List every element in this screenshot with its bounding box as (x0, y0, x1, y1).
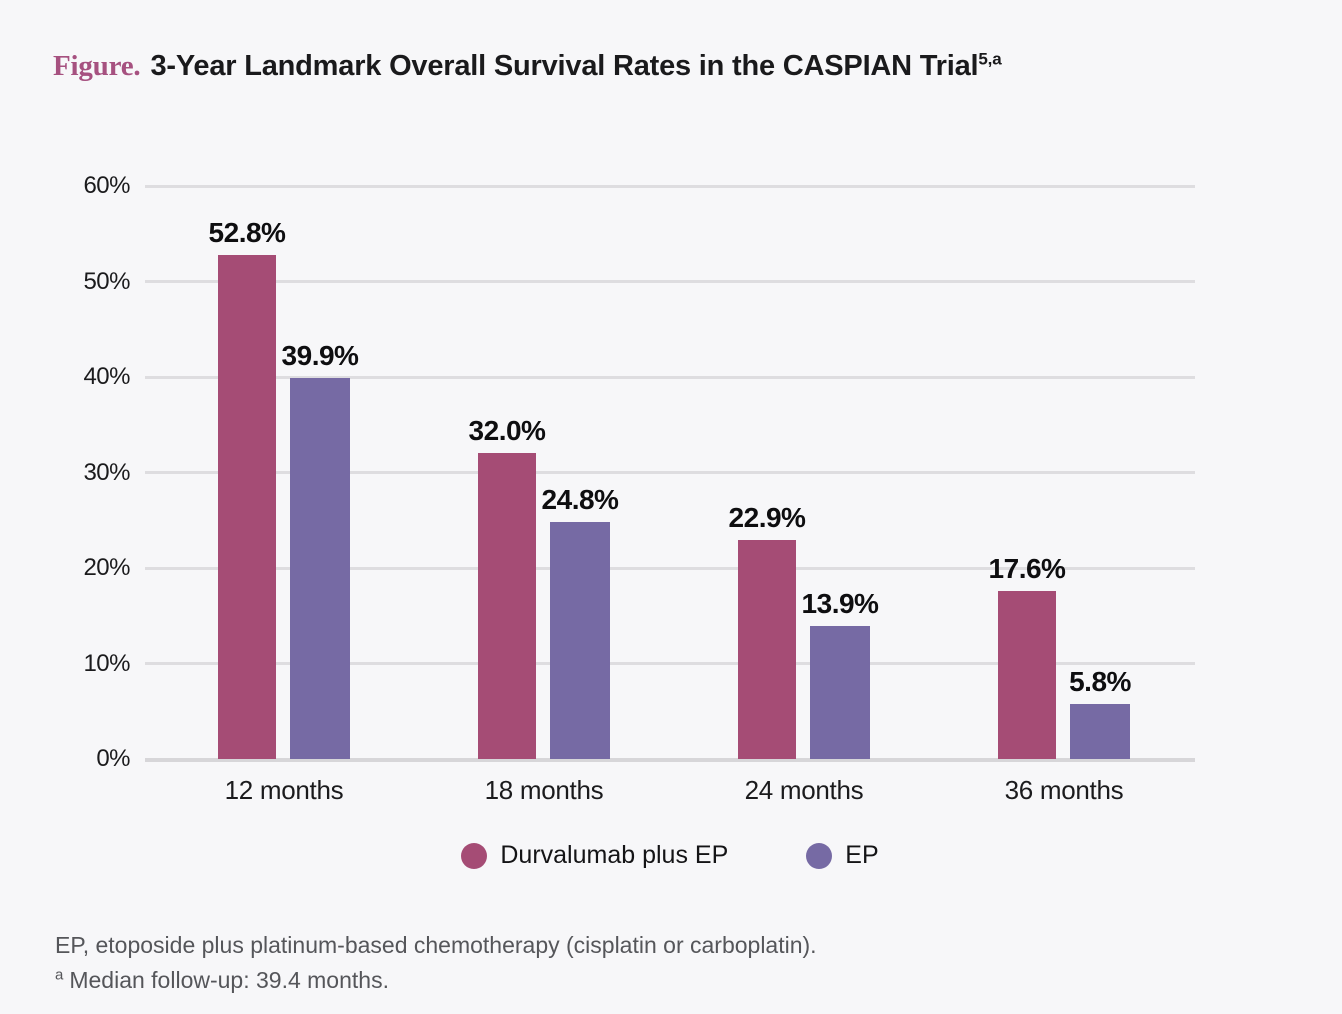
bar-ep-18-months (550, 522, 610, 759)
y-tick-label-40: 40% (83, 363, 130, 390)
value-label-ep-24-months: 13.9% (801, 588, 879, 620)
y-tick-label-60: 60% (83, 172, 130, 199)
gridline-50 (145, 280, 1195, 283)
footnote-followup: a Median follow-up: 39.4 months. (55, 963, 817, 998)
x-axis-line (145, 758, 1195, 762)
bar-durvalumab-plus-ep-36-months (998, 590, 1056, 759)
y-tick-label-30: 30% (83, 458, 130, 486)
value-label-durvalumab-plus-ep-12-months: 52.8% (208, 216, 286, 248)
value-label-ep-18-months: 24.8% (541, 484, 619, 516)
bar-ep-12-months (290, 377, 350, 759)
y-tick-label-20: 20% (83, 554, 130, 581)
legend-swatch-icon (806, 842, 833, 869)
y-tick-label-10: 10% (83, 649, 130, 677)
value-label-ep-12-months: 39.9% (281, 339, 359, 371)
footnote-marker: a (55, 966, 64, 984)
x-tick-label-36-months: 36 months (1004, 775, 1124, 805)
bar-durvalumab-plus-ep-24-months (738, 540, 796, 759)
figure-title: Figure. 3-Year Landmark Overall Survival … (53, 49, 1002, 83)
figure-title-superscript: 5,a (978, 49, 1002, 69)
gridline-40 (145, 375, 1195, 379)
x-tick-label-24-months: 24 months (744, 775, 864, 805)
legend-item-durvalumab-plus-ep: Durvalumab plus EP (461, 841, 728, 870)
footnote-abbreviation: EP, etoposide plus platinum-based chemot… (55, 932, 817, 958)
bar-ep-24-months (810, 626, 870, 759)
figure-label: Figure. (53, 50, 141, 83)
gridline-60 (145, 184, 1195, 188)
gridline-20 (145, 566, 1195, 570)
x-tick-label-12-months: 12 months (224, 775, 344, 805)
bar-durvalumab-plus-ep-12-months (218, 254, 276, 759)
chart-legend: Durvalumab plus EP EP (145, 841, 1195, 870)
value-label-durvalumab-plus-ep-36-months: 17.6% (988, 552, 1066, 584)
legend-label: EP (845, 841, 879, 869)
x-tick-label-18-months: 18 months (484, 775, 604, 805)
bar-chart-plot-area: 0% 10% 20% 30% 40% 50% 60% 52.8% 39.9% 12 months 3… (83, 172, 1195, 805)
gridline-10 (145, 662, 1195, 665)
legend-item-ep: EP (806, 841, 879, 870)
y-tick-label-0: 0% (96, 745, 130, 772)
bar-durvalumab-plus-ep-18-months (478, 453, 536, 759)
gridline-30 (145, 471, 1195, 474)
value-label-ep-36-months: 5.8% (1069, 665, 1131, 697)
y-tick-label-50: 50% (83, 267, 130, 295)
legend-swatch-icon (461, 842, 488, 869)
legend-label: Durvalumab plus EP (500, 841, 729, 869)
bar-ep-36-months (1070, 703, 1130, 759)
value-label-durvalumab-plus-ep-18-months: 32.0% (468, 415, 546, 447)
value-label-durvalumab-plus-ep-24-months: 22.9% (728, 502, 806, 534)
footnote-followup-text: Median follow-up: 39.4 months. (69, 967, 389, 993)
footnotes: EP, etoposide plus platinum-based chemot… (55, 928, 817, 998)
figure-title-text: 3-Year Landmark Overall Survival Rates i… (150, 50, 979, 83)
